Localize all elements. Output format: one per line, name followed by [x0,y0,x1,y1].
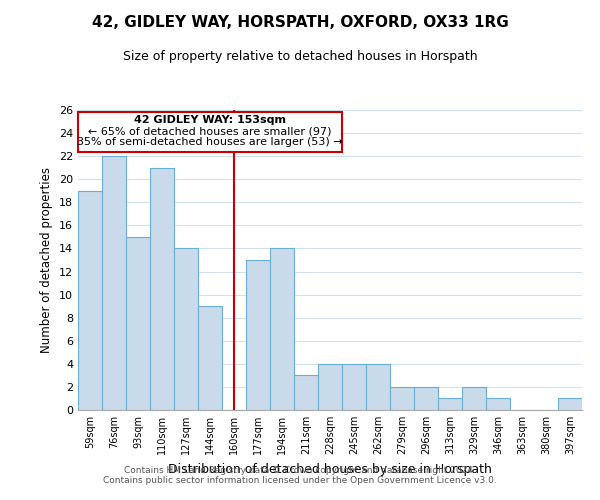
Bar [126,237,150,410]
Bar [198,306,222,410]
Text: 35% of semi-detached houses are larger (53) →: 35% of semi-detached houses are larger (… [77,137,343,147]
Bar [174,248,198,410]
Bar [78,191,102,410]
X-axis label: Distribution of detached houses by size in Horspath: Distribution of detached houses by size … [168,462,492,475]
Bar [342,364,366,410]
Bar [246,260,270,410]
Bar [558,398,582,410]
Bar [102,156,126,410]
Bar [390,387,414,410]
Bar [438,398,462,410]
FancyBboxPatch shape [79,112,342,152]
Text: Size of property relative to detached houses in Horspath: Size of property relative to detached ho… [122,50,478,63]
Bar [462,387,486,410]
Bar [294,376,318,410]
Bar [270,248,294,410]
Text: 42, GIDLEY WAY, HORSPATH, OXFORD, OX33 1RG: 42, GIDLEY WAY, HORSPATH, OXFORD, OX33 1… [92,15,508,30]
Y-axis label: Number of detached properties: Number of detached properties [40,167,53,353]
Bar [414,387,438,410]
Text: ← 65% of detached houses are smaller (97): ← 65% of detached houses are smaller (97… [88,126,332,136]
Bar [486,398,510,410]
Bar [366,364,390,410]
Text: Contains HM Land Registry data © Crown copyright and database right 2024.
Contai: Contains HM Land Registry data © Crown c… [103,466,497,485]
Bar [318,364,342,410]
Text: 42 GIDLEY WAY: 153sqm: 42 GIDLEY WAY: 153sqm [134,115,286,125]
Bar [150,168,174,410]
